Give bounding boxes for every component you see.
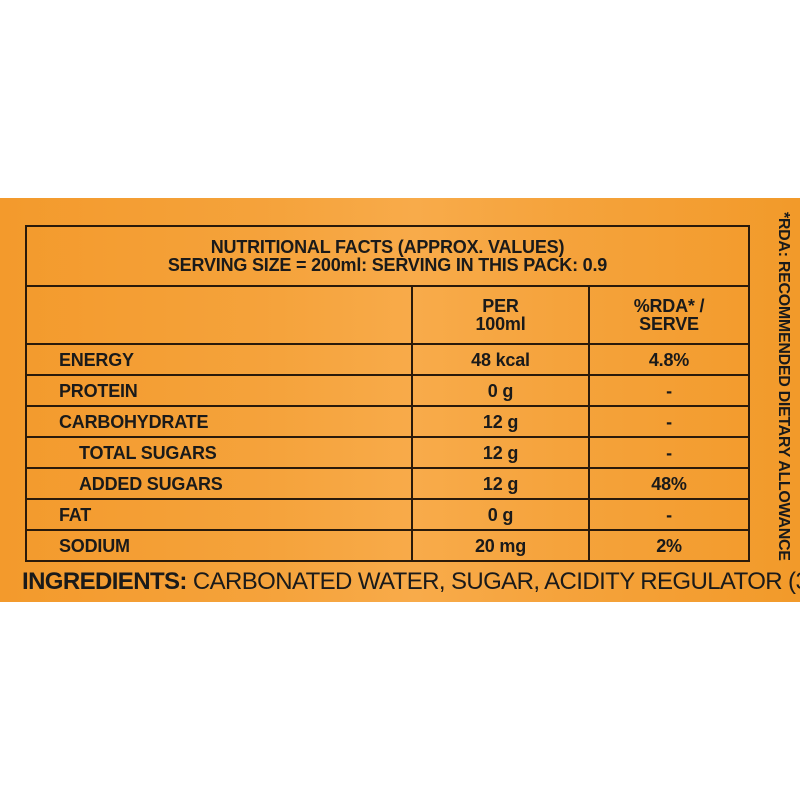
column-header-100ml: 100ml bbox=[475, 314, 526, 334]
nutrient-name: SODIUM bbox=[25, 529, 413, 562]
ingredients-text: CARBONATED WATER, SUGAR, ACIDITY REGULAT… bbox=[186, 568, 800, 595]
table-row: TOTAL SUGARS 12 g - bbox=[25, 436, 750, 469]
column-header-rda-line1: %RDA* / bbox=[633, 296, 705, 316]
table-row: CARBOHYDRATE 12 g - bbox=[25, 405, 750, 438]
nutrient-rda: - bbox=[588, 498, 750, 531]
nutrient-name: PROTEIN bbox=[25, 374, 413, 407]
nutrient-value: 0 g bbox=[411, 374, 590, 407]
nutrient-name: CARBOHYDRATE bbox=[25, 405, 413, 438]
nutrient-name: TOTAL SUGARS bbox=[25, 436, 413, 469]
table-row: ENERGY 48 kcal 4.8% bbox=[25, 343, 750, 376]
nutrient-rda: - bbox=[588, 405, 750, 438]
nutrient-value: 48 kcal bbox=[411, 343, 590, 376]
table-header-row: NUTRITIONAL FACTS (APPROX. VALUES) SERVI… bbox=[25, 225, 750, 287]
nutrient-rda: - bbox=[588, 374, 750, 407]
ingredients-label: INGREDIENTS: bbox=[22, 568, 187, 595]
table-row: PROTEIN 0 g - bbox=[25, 374, 750, 407]
column-header-row: PER 100ml %RDA* / SERVE bbox=[25, 285, 750, 345]
nutrition-facts-table: NUTRITIONAL FACTS (APPROX. VALUES) SERVI… bbox=[25, 225, 750, 562]
column-header-nutrient bbox=[25, 285, 413, 345]
nutrient-value: 20 mg bbox=[411, 529, 590, 562]
column-header-rda-line2: SERVE bbox=[639, 314, 699, 334]
column-header-per: PER bbox=[482, 296, 519, 316]
table-title-cell: NUTRITIONAL FACTS (APPROX. VALUES) SERVI… bbox=[25, 225, 750, 287]
nutrient-rda: 2% bbox=[588, 529, 750, 562]
nutrient-value: 12 g bbox=[411, 436, 590, 469]
nutrient-rda: - bbox=[588, 436, 750, 469]
nutrient-value: 0 g bbox=[411, 498, 590, 531]
ingredients-line: INGREDIENTS: CARBONATED WATER, SUGAR, AC… bbox=[22, 568, 800, 596]
nutrition-label-panel: NUTRITIONAL FACTS (APPROX. VALUES) SERVI… bbox=[0, 198, 800, 602]
table-row: ADDED SUGARS 12 g 48% bbox=[25, 467, 750, 500]
nutrient-name: ADDED SUGARS bbox=[25, 467, 413, 500]
nutrient-name: ENERGY bbox=[25, 343, 413, 376]
table-title: NUTRITIONAL FACTS (APPROX. VALUES) bbox=[210, 237, 565, 257]
table-row: FAT 0 g - bbox=[25, 498, 750, 531]
table-row: SODIUM 20 mg 2% bbox=[25, 529, 750, 562]
column-header-rda: %RDA* / SERVE bbox=[588, 285, 750, 345]
serving-size: SERVING SIZE = 200ml: SERVING IN THIS PA… bbox=[167, 255, 608, 275]
rda-footnote: *RDA: RECOMMENDED DIETARY ALLOWANCE bbox=[775, 212, 792, 561]
nutrient-value: 12 g bbox=[411, 405, 590, 438]
nutrient-name: FAT bbox=[25, 498, 413, 531]
nutrient-rda: 48% bbox=[588, 467, 750, 500]
nutrient-value: 12 g bbox=[411, 467, 590, 500]
nutrient-rda: 4.8% bbox=[588, 343, 750, 376]
column-header-per-100ml: PER 100ml bbox=[411, 285, 590, 345]
